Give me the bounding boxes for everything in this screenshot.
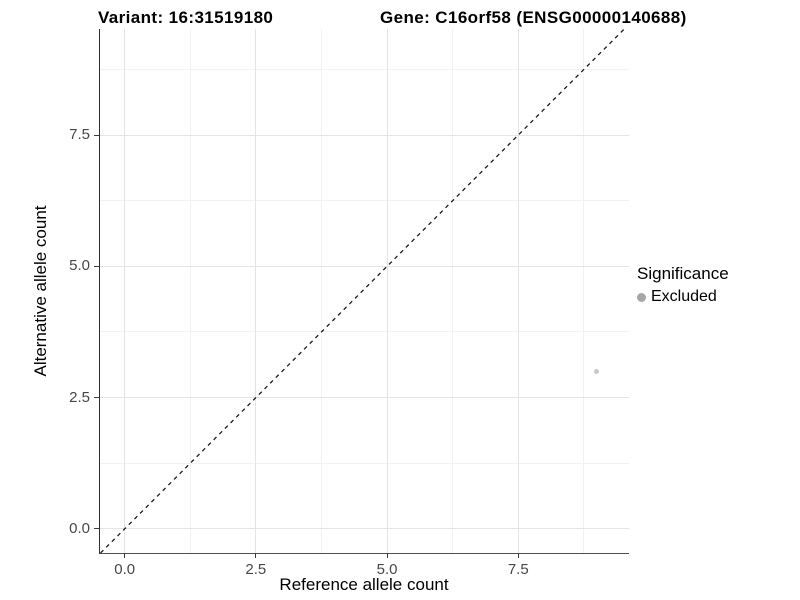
y-axis-title: Alternative allele count — [31, 205, 50, 377]
y-tick-label: 2.5 — [69, 388, 90, 406]
y-axis-tick — [94, 134, 99, 136]
gridline-x-minor — [189, 29, 191, 553]
gridline-y-major — [100, 397, 629, 399]
gridline-x-major — [255, 29, 257, 553]
variant-title: Variant: 16:31519180 — [98, 8, 274, 27]
gridline-y-minor — [100, 68, 629, 70]
gridline-y-major — [100, 528, 629, 530]
gridline-y-minor — [100, 462, 629, 464]
y-axis-tick — [94, 528, 99, 530]
x-axis-tick — [386, 553, 388, 558]
gridline-x-minor — [583, 29, 585, 553]
gridline-x-major — [124, 29, 126, 553]
gridline-x-minor — [320, 29, 322, 553]
x-axis-tick — [124, 553, 126, 558]
gridline-y-minor — [100, 331, 629, 333]
legend-title: Significance — [637, 264, 729, 283]
gene-title: Gene: C16orf58 (ENSG00000140688) — [380, 8, 687, 27]
y-tick-label: 0.0 — [69, 519, 90, 537]
x-axis-tick — [517, 553, 519, 558]
x-axis-title: Reference allele count — [279, 575, 449, 594]
x-tick-label: 2.5 — [245, 561, 267, 578]
y-tick-label: 7.5 — [69, 126, 90, 144]
x-tick-label: 0.0 — [114, 561, 136, 578]
x-tick-label: 5.0 — [376, 561, 398, 578]
gridline-x-major — [517, 29, 519, 553]
y-axis-tick — [94, 265, 99, 267]
plot-panel: 0.0 2.5 5.0 7.5 0.0 2.5 5.0 7.5 — [69, 28, 629, 578]
identity-dashed-line — [100, 28, 625, 554]
x-axis-tick — [255, 553, 257, 558]
legend-point-icon — [637, 292, 646, 302]
legend-entry: Excluded — [637, 288, 729, 306]
gridline-y-minor — [100, 200, 629, 202]
gridline-x-minor — [452, 29, 454, 553]
y-axis-tick — [94, 397, 99, 399]
gridline-y-major — [100, 134, 629, 136]
gridline-x-major — [386, 29, 388, 553]
x-tick-label: 7.5 — [507, 561, 529, 578]
gridline-y-major — [100, 265, 629, 267]
data-point — [594, 368, 600, 374]
legend-entry-label: Excluded — [651, 288, 717, 305]
y-tick-label: 5.0 — [69, 257, 90, 275]
legend: Significance Excluded — [637, 264, 729, 306]
